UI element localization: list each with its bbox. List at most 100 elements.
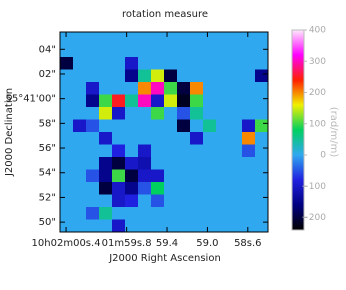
heatmap-cell xyxy=(138,94,152,108)
heatmap-cell xyxy=(255,32,269,45)
heatmap-cell xyxy=(112,119,126,133)
heatmap-cell xyxy=(138,144,152,158)
heatmap-cell xyxy=(73,182,87,195)
heatmap-cell xyxy=(86,32,100,45)
heatmap-cell xyxy=(255,182,269,195)
heatmap-cell xyxy=(99,182,113,195)
heatmap-cell xyxy=(164,182,178,195)
heatmap-cell xyxy=(229,57,243,70)
y-tick-label: 54" xyxy=(39,168,56,179)
colorbar-label: (rad/m/m) xyxy=(328,107,339,158)
heatmap-cell xyxy=(242,82,256,95)
heatmap-cell xyxy=(125,169,139,183)
heatmap-cell xyxy=(164,32,178,45)
heatmap-cell xyxy=(216,144,230,158)
heatmap-cell xyxy=(164,144,178,158)
heatmap-cell xyxy=(151,157,165,170)
heatmap-cell xyxy=(229,82,243,95)
heatmap-cell xyxy=(151,132,165,145)
heatmap-cell xyxy=(73,69,87,83)
heatmap-cell xyxy=(151,82,165,95)
heatmap-cell xyxy=(203,44,217,58)
heatmap-cell xyxy=(125,69,139,83)
heatmap-cell xyxy=(255,169,269,183)
colorbar-tick-label: −100 xyxy=(301,182,326,192)
heatmap-cell xyxy=(255,44,269,58)
heatmap-cell xyxy=(190,82,204,95)
heatmap-cell xyxy=(73,119,87,133)
heatmap-cell xyxy=(151,69,165,83)
heatmap-cell xyxy=(151,207,165,220)
heatmap-cell xyxy=(151,57,165,70)
heatmap-cell xyxy=(203,57,217,70)
heatmap-cell xyxy=(203,157,217,170)
heatmap-cell xyxy=(60,219,74,233)
y-tick-label: 56" xyxy=(39,143,56,154)
heatmap-cell xyxy=(112,169,126,183)
heatmap-cell xyxy=(86,57,100,70)
heatmap-cell xyxy=(177,157,191,170)
heatmap-cell xyxy=(203,82,217,95)
heatmap-cell xyxy=(60,57,74,70)
heatmap-cell xyxy=(177,44,191,58)
heatmap-cell xyxy=(177,169,191,183)
heatmap-cell xyxy=(99,169,113,183)
x-tick-label: 10h02m00s.4 xyxy=(32,238,101,249)
heatmap-cell xyxy=(242,157,256,170)
heatmap-cell xyxy=(86,169,100,183)
heatmap-cell xyxy=(60,194,74,208)
heatmap-cell xyxy=(255,207,269,220)
heatmap-cell xyxy=(138,219,152,233)
heatmap-cell xyxy=(203,182,217,195)
heatmap-cell xyxy=(86,69,100,83)
heatmap-cell xyxy=(125,107,139,120)
heatmap-cell xyxy=(112,144,126,158)
heatmap-cell xyxy=(112,157,126,170)
heatmap-cell xyxy=(112,219,126,233)
heatmap-cell xyxy=(216,57,230,70)
heatmap-cell xyxy=(138,119,152,133)
heatmap-cell xyxy=(99,82,113,95)
heatmap-cell xyxy=(99,94,113,108)
heatmap-cell xyxy=(229,32,243,45)
heatmap-cell xyxy=(125,194,139,208)
heatmap-cell xyxy=(190,94,204,108)
heatmap-cell xyxy=(73,194,87,208)
heatmap-cell xyxy=(229,132,243,145)
heatmap-cell xyxy=(190,169,204,183)
heatmap-cell xyxy=(151,194,165,208)
heatmap-cell xyxy=(86,132,100,145)
heatmap-cell xyxy=(125,119,139,133)
heatmap-cell xyxy=(242,94,256,108)
heatmap-cell xyxy=(216,82,230,95)
heatmap-cell xyxy=(164,207,178,220)
heatmap-cell xyxy=(73,94,87,108)
heatmap-cell xyxy=(190,69,204,83)
heatmap-cell xyxy=(99,207,113,220)
heatmap-cell xyxy=(203,119,217,133)
y-tick-label: 50" xyxy=(39,217,56,228)
heatmap-cell xyxy=(112,107,126,120)
heatmap-cell xyxy=(112,82,126,95)
heatmap-cell xyxy=(242,57,256,70)
heatmap-cell xyxy=(73,132,87,145)
colorbar-tick-label: 300 xyxy=(309,57,326,67)
heatmap-cell xyxy=(203,32,217,45)
heatmap-cell xyxy=(229,182,243,195)
heatmap-cell xyxy=(177,57,191,70)
heatmap-cell xyxy=(255,57,269,70)
heatmap-cell xyxy=(60,119,74,133)
heatmap-cell xyxy=(177,194,191,208)
heatmap-cell xyxy=(125,82,139,95)
heatmap-cell xyxy=(151,219,165,233)
heatmap-cell xyxy=(112,207,126,220)
heatmap-cell xyxy=(60,169,74,183)
heatmap-cell xyxy=(60,132,74,145)
heatmap-cell xyxy=(164,82,178,95)
heatmap-cell xyxy=(203,207,217,220)
heatmap-cell xyxy=(190,219,204,233)
heatmap-cell xyxy=(86,207,100,220)
heatmap-cell xyxy=(99,119,113,133)
heatmap-cell xyxy=(177,144,191,158)
heatmap-cell xyxy=(60,32,74,45)
